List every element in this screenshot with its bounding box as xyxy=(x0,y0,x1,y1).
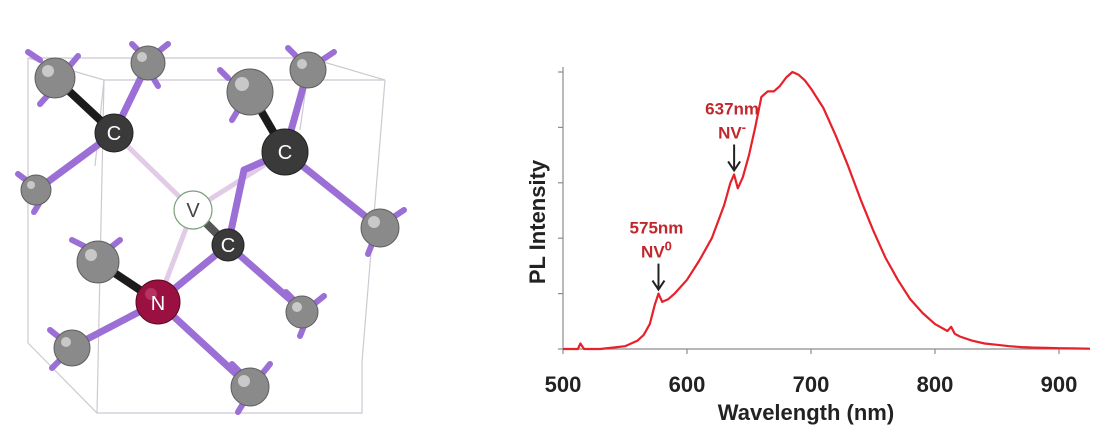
y-ticks xyxy=(558,71,563,350)
nitrogen-atom: N xyxy=(135,279,181,325)
x-tick-label: 700 xyxy=(793,372,830,397)
x-tick-label: 800 xyxy=(917,372,954,397)
annotation-species: NV- xyxy=(718,119,746,142)
annotation-wavelength: 637nm xyxy=(705,99,759,118)
annotation-arrow-head xyxy=(651,280,666,292)
x-tick-label: 500 xyxy=(545,372,582,397)
carbon-atom-center: C xyxy=(211,228,245,262)
pl-spectrum-line xyxy=(563,70,1091,351)
svg-text:V: V xyxy=(186,200,200,222)
svg-text:C: C xyxy=(278,142,292,164)
annotation-charge: - xyxy=(742,119,746,134)
nv-center-structure: C C V C N xyxy=(15,41,407,415)
annotation-wavelength: 575nm xyxy=(630,219,684,238)
annotation-arrow-head xyxy=(727,160,741,173)
pl-spectrum-chart: 500 600 700 800 900 PL Intensity Wavelength … xyxy=(525,67,1091,425)
svg-text:C: C xyxy=(221,235,235,257)
annotation-species: NV0 xyxy=(641,239,672,262)
annotation-charge: 0 xyxy=(665,239,672,254)
y-axis-title: PL Intensity xyxy=(525,159,550,284)
x-tick-label: 600 xyxy=(669,372,706,397)
vacancy-site: V xyxy=(173,190,213,230)
carbon-atom-top-left: C xyxy=(94,113,134,153)
hydrogen-highlights xyxy=(27,52,380,387)
x-tick-labels: 500 600 700 800 900 xyxy=(545,372,1078,397)
hydrogen-stubs xyxy=(15,41,407,415)
x-ticks xyxy=(562,349,1060,354)
svg-text:N: N xyxy=(151,293,165,315)
peak-annotation: NV-637nm xyxy=(705,99,759,173)
svg-text:C: C xyxy=(107,123,121,145)
x-tick-label: 900 xyxy=(1041,372,1078,397)
carbon-atom-top-right: C xyxy=(261,128,309,176)
x-axis-title: Wavelength (nm) xyxy=(718,400,894,425)
